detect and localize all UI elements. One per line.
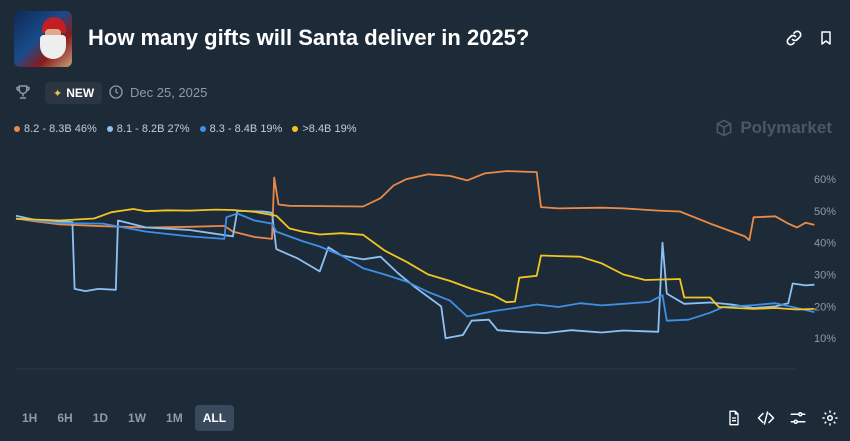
legend-item: 8.1 - 8.2B 27% [106, 123, 190, 135]
end-date: Dec 25, 2025 [108, 84, 207, 100]
series-line-4 [15, 208, 815, 311]
chart-tools [724, 408, 840, 428]
range-button-1m[interactable]: 1M [166, 411, 183, 425]
sparkle-icon: ✦ [53, 87, 63, 100]
new-badge: ✦ NEW [45, 82, 103, 104]
y-tick-label: 10% [814, 333, 836, 345]
series-line-2 [15, 210, 815, 340]
legend-item: 8.2 - 8.3B 46% [14, 123, 97, 135]
market-header: How many gifts will Santa deliver in 202… [0, 0, 850, 75]
series-line-3 [15, 212, 815, 322]
legend-item: 8.3 - 8.4B 19% [199, 123, 282, 135]
x-tick-label: 4:00pm [692, 377, 729, 378]
y-tick-label: 40% [814, 238, 836, 250]
range-button-1d[interactable]: 1D [92, 411, 109, 425]
range-button-1w[interactable]: 1W [128, 411, 147, 425]
range-button-6h[interactable]: 6H [57, 411, 73, 425]
y-tick-label: 60% [814, 174, 836, 186]
market-thumbnail [14, 11, 72, 67]
legend-item: >8.4B 19% [292, 123, 356, 135]
polymarket-watermark: Polymarket [714, 118, 832, 138]
sliders-icon[interactable] [788, 408, 808, 428]
chart-legend: 8.2 - 8.3B 46% 8.1 - 8.2B 27% 8.3 - 8.4B… [14, 123, 356, 135]
range-button-1h[interactable]: 1H [22, 411, 38, 425]
gear-icon[interactable] [820, 408, 840, 428]
price-history-chart: 60% 50% 40% 30% 20% 10% 4:00am 8:00am 12:00pm 4:0… [15, 170, 836, 378]
y-tick-label: 30% [814, 270, 836, 282]
x-tick-label: 12:00pm [515, 377, 558, 378]
time-range-selector: 1H 6H 1D 1W 1M ALL [14, 405, 235, 431]
polymarket-logo-icon [716, 119, 732, 137]
x-tick-label: 8:00am [345, 377, 382, 378]
trophy-icon[interactable] [14, 83, 32, 101]
document-icon[interactable] [724, 408, 744, 428]
y-tick-label: 50% [814, 206, 836, 218]
range-button-all[interactable]: ALL [194, 405, 235, 431]
link-icon[interactable] [784, 28, 804, 48]
clock-icon [109, 85, 123, 99]
code-icon[interactable] [756, 408, 776, 428]
market-title: How many gifts will Santa deliver in 202… [88, 25, 530, 50]
series-line-1 [15, 170, 815, 242]
y-tick-label: 20% [814, 301, 836, 313]
market-meta: ✦ NEW Dec 25, 2025 [0, 80, 850, 106]
bookmark-icon[interactable] [816, 28, 836, 48]
x-tick-label: 4:00am [171, 377, 208, 378]
